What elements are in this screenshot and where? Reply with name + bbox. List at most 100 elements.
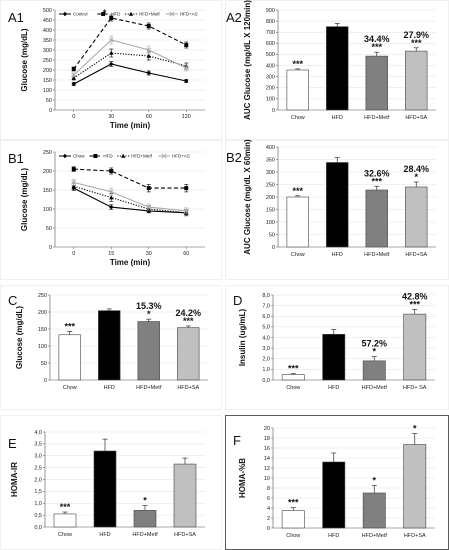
bar-chow xyxy=(58,334,81,381)
x-tick-label: 0 xyxy=(72,251,75,257)
y-tick-label: 6 xyxy=(267,496,270,502)
data-point xyxy=(109,204,114,210)
category-label: Chow xyxy=(58,532,72,538)
data-point xyxy=(108,189,114,195)
bar-chow xyxy=(286,196,309,248)
y-axis-title: Glucose (mg/dL) xyxy=(20,28,29,91)
y-tick-label: 250 xyxy=(43,58,52,64)
data-point xyxy=(146,204,152,210)
y-tick-label: 8,0 xyxy=(262,293,270,299)
y-tick-label: 6,0 xyxy=(262,314,270,320)
category-label: HFD xyxy=(332,115,343,121)
panel-f: F 0 2 4 6 8 10 12 14 16 18 20 HOMA-%B Chow *** HFD HFD+M… xyxy=(225,415,449,550)
legend-entry: HFD+AS xyxy=(172,154,190,159)
y-tick-label: 3,5 xyxy=(34,442,42,448)
y-tick-label: 150 xyxy=(43,78,52,84)
data-point xyxy=(121,153,126,158)
category-label: HFD xyxy=(104,385,115,391)
percent-label: 42.8% xyxy=(402,291,428,301)
data-point xyxy=(62,153,68,159)
y-tick-label: 0,5 xyxy=(34,513,42,519)
legend-entry: HFD xyxy=(111,12,121,17)
y-tick-label: 10 xyxy=(264,476,270,482)
y-tick-label: 1,0 xyxy=(262,367,270,373)
legend: Control HFD HFD+Metf HFD+AS xyxy=(59,11,198,17)
data-point xyxy=(93,154,98,158)
data-point xyxy=(146,47,152,53)
category-label: Chow xyxy=(291,115,305,121)
bar-hfd-sa xyxy=(177,327,200,381)
significance-marker: *** xyxy=(60,502,71,512)
bar-hfd-sa xyxy=(403,444,427,529)
category-label: HFD+SA xyxy=(404,533,426,539)
significance-marker: * xyxy=(372,347,376,357)
data-point xyxy=(109,61,114,67)
y-tick-label: 150 xyxy=(266,207,275,213)
bar-hfd-metf xyxy=(365,55,388,111)
category-label: HFD+SA xyxy=(174,532,196,538)
x-tick-label: 0 xyxy=(72,114,75,120)
panel-label: A2 xyxy=(226,10,242,25)
y-tick-label: 100 xyxy=(43,207,52,213)
y-tick-label: 4,0 xyxy=(34,430,42,436)
bar-chow xyxy=(281,510,305,529)
y-tick-label: 350 xyxy=(43,38,52,44)
y-tick-label: 100 xyxy=(266,97,275,103)
significance-marker: * xyxy=(147,309,151,319)
y-tick-label: 300 xyxy=(266,74,275,80)
y-tick-label: 900 xyxy=(266,8,275,14)
significance-marker: * xyxy=(413,424,417,434)
data-point xyxy=(146,53,151,58)
bar-hfd-sa xyxy=(173,463,197,528)
y-tick-label: 250 xyxy=(43,150,52,156)
y-tick-label: 200 xyxy=(43,68,52,74)
y-tick-label: 700 xyxy=(266,30,275,36)
y-tick-label: 200 xyxy=(266,195,275,201)
category-label: Chow xyxy=(286,385,300,391)
panel-b2: B2 0 50 100 150 200 250 300 350 400 AUC Glucose (m… xyxy=(225,139,449,280)
y-tick-label: 150 xyxy=(43,188,52,194)
percent-label: 34.4% xyxy=(364,34,390,44)
y-tick-label: 4,0 xyxy=(262,335,270,341)
series-line xyxy=(73,168,187,189)
y-tick-label: 200 xyxy=(43,169,52,175)
data-point xyxy=(183,65,189,71)
series-line xyxy=(73,187,187,214)
y-tick-label: 500 xyxy=(43,8,52,14)
category-label: HFD+Metf xyxy=(362,385,388,391)
y-axis-title: HOMA-%B xyxy=(238,458,247,498)
y-tick-label: 500 xyxy=(266,52,275,58)
series-line xyxy=(73,39,187,76)
y-tick-label: 100 xyxy=(43,88,52,94)
y-tick-label: 50 xyxy=(41,361,47,367)
y-tick-label: 8 xyxy=(267,486,270,492)
panel-frame xyxy=(0,285,222,410)
data-point xyxy=(183,208,189,214)
y-tick-label: 400 xyxy=(266,63,275,69)
y-tick-label: 400 xyxy=(43,28,52,34)
x-tick-label: 60 xyxy=(146,114,152,120)
y-tick-label: 2,0 xyxy=(34,477,42,483)
y-tick-label: 12 xyxy=(264,466,270,472)
category-label: HFD xyxy=(328,533,339,539)
legend-entry: Control xyxy=(73,12,88,17)
significance-marker: *** xyxy=(371,176,382,186)
panel-b1: B1 0 50 100 150 200 250 Glucose (mg/dL) 0 15 30 60 T… xyxy=(0,140,222,280)
y-tick-label: 250 xyxy=(266,182,275,188)
data-point xyxy=(109,195,114,200)
x-tick-label: 60 xyxy=(183,251,189,257)
category-label: Chow xyxy=(291,252,305,258)
x-tick-label: 30 xyxy=(108,114,114,120)
category-label: HFD+SA xyxy=(405,115,427,121)
bar-hfd xyxy=(98,310,121,381)
y-tick-label: 100 xyxy=(38,344,47,350)
panel-d: D 0,0 1,0 2,0 3,0 4,0 5,0 6,0 7,0 8,0 Insulin (ug/… xyxy=(225,285,449,410)
bar-hfd-metf xyxy=(137,321,160,381)
significance-marker: *** xyxy=(371,42,382,52)
y-tick-label: 100 xyxy=(266,220,275,226)
bar-hfd-sa xyxy=(405,50,428,111)
y-tick-label: 3,0 xyxy=(262,346,270,352)
data-point xyxy=(71,67,76,71)
y-tick-label: 50 xyxy=(46,98,52,104)
